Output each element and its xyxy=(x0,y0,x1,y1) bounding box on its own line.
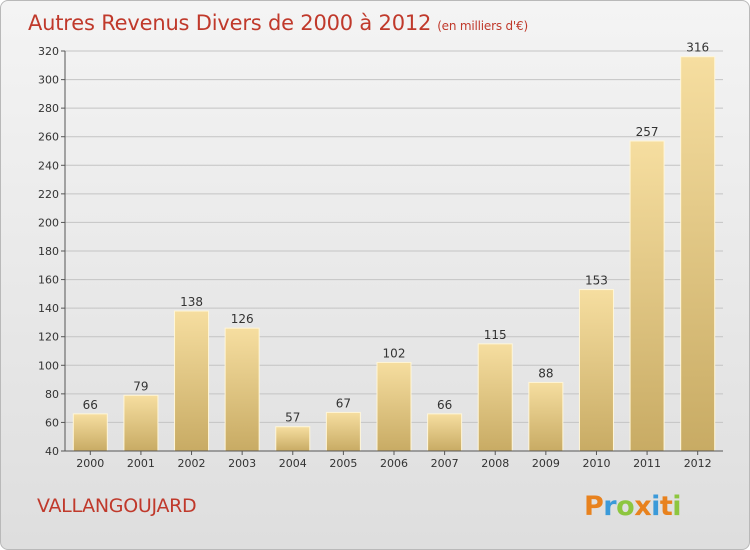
logo-letter: o xyxy=(616,491,635,522)
bar xyxy=(174,310,210,452)
y-tick-label: 240 xyxy=(38,159,59,172)
bar xyxy=(629,140,665,452)
x-tick-label: 2010 xyxy=(582,457,610,470)
y-tick-label: 280 xyxy=(38,102,59,115)
y-tick-label: 220 xyxy=(38,188,59,201)
x-tick-label: 2000 xyxy=(76,457,104,470)
bar xyxy=(376,361,412,452)
bar xyxy=(578,289,614,452)
proxiti-logo: Proxiti xyxy=(584,491,682,522)
bar-value-label: 316 xyxy=(686,41,709,55)
bar-value-label: 88 xyxy=(538,366,553,380)
bar-value-label: 138 xyxy=(180,295,203,309)
x-tick-label: 2002 xyxy=(178,457,206,470)
title-text: Autres Revenus Divers de 2000 à 2012 xyxy=(28,11,432,35)
y-tick-label: 260 xyxy=(38,131,59,144)
y-tick-label: 120 xyxy=(38,331,59,344)
y-tick-label: 60 xyxy=(45,416,59,429)
y-axis: 40 60 80 100 120 140 160 180 200 220 240 260 280 300 3… xyxy=(38,45,65,458)
y-tick-label: 180 xyxy=(38,245,59,258)
x-tick-label: 2011 xyxy=(633,457,661,470)
x-tick-label: 2008 xyxy=(481,457,509,470)
bar xyxy=(477,343,513,452)
chart-title: Autres Revenus Divers de 2000 à 2012 (en … xyxy=(28,11,528,35)
y-tick-label: 140 xyxy=(38,302,59,315)
chart-subtitle: (en milliers d'€) xyxy=(437,19,528,33)
x-tick-label: 2009 xyxy=(532,457,560,470)
y-tick-label: 100 xyxy=(38,359,59,372)
x-axis: 2000 2001 2002 2003 2004 2005 2006 2007 2008 2009… xyxy=(76,451,712,470)
bar-value-label: 153 xyxy=(585,274,608,288)
logo-letter: r xyxy=(603,491,617,522)
location-name: VALLANGOUJARD xyxy=(37,495,197,517)
bar-value-label: 79 xyxy=(133,379,148,393)
bar xyxy=(123,394,159,452)
bar-value-label: 257 xyxy=(636,125,659,139)
bar xyxy=(528,381,564,452)
y-tick-label: 200 xyxy=(38,216,59,229)
bar-value-label: 66 xyxy=(83,398,98,412)
bar-value-label: 57 xyxy=(285,411,300,425)
x-tick-label: 2012 xyxy=(684,457,712,470)
bar xyxy=(680,56,716,452)
y-tick-label: 300 xyxy=(38,74,59,87)
logo-letter: t xyxy=(659,491,673,522)
bar-value-label: 102 xyxy=(383,346,406,360)
logo-letter: P xyxy=(584,491,604,522)
bar xyxy=(427,413,463,452)
x-tick-label: 2006 xyxy=(380,457,408,470)
bar-value-label: 67 xyxy=(336,396,351,410)
logo-letter: x xyxy=(634,491,652,522)
bar-value-label: 115 xyxy=(484,328,507,342)
x-tick-label: 2001 xyxy=(127,457,155,470)
x-tick-label: 2005 xyxy=(329,457,357,470)
bar xyxy=(72,413,108,452)
bar xyxy=(325,411,361,452)
x-tick-label: 2003 xyxy=(228,457,256,470)
logo-letter: i xyxy=(672,491,682,522)
y-tick-label: 80 xyxy=(45,388,59,401)
logo-letter: i xyxy=(651,491,660,522)
y-tick-label: 40 xyxy=(45,445,59,458)
bars: 66 79 138 126 57 67 102 66 115 88 153 257 316 xyxy=(72,41,716,452)
bar xyxy=(224,327,260,452)
y-tick-label: 160 xyxy=(38,274,59,287)
bar xyxy=(275,426,311,452)
y-tick-label: 320 xyxy=(38,45,59,58)
bar-value-label: 126 xyxy=(231,312,254,326)
bar-value-label: 66 xyxy=(437,398,452,412)
x-tick-label: 2004 xyxy=(279,457,307,470)
x-tick-label: 2007 xyxy=(431,457,459,470)
